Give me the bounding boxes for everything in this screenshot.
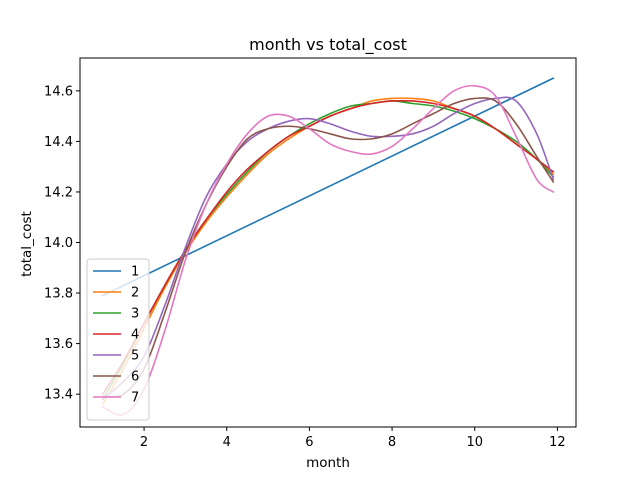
series-line-5 bbox=[101, 96, 555, 401]
y-tick-label: 14.4 bbox=[44, 135, 73, 150]
x-tick-label: 12 bbox=[549, 435, 566, 450]
y-tick-label: 13.8 bbox=[44, 287, 73, 302]
legend-box bbox=[86, 258, 150, 421]
y-axis: 13.4 13.6 13.8 14.0 14.2 14.4 14.6 bbox=[44, 84, 80, 403]
legend-label-2: 2 bbox=[131, 286, 139, 301]
y-tick-label: 14.0 bbox=[44, 236, 73, 251]
x-tick-label: 2 bbox=[140, 435, 148, 450]
x-tick-label: 10 bbox=[466, 435, 483, 450]
x-tick-label: 8 bbox=[388, 435, 396, 450]
y-axis-label: total_cost bbox=[19, 211, 35, 277]
series-layer bbox=[101, 77, 555, 416]
y-tick-label: 13.6 bbox=[44, 337, 73, 352]
series-line-2 bbox=[101, 97, 555, 406]
series-line-7 bbox=[101, 84, 555, 416]
series-line-6 bbox=[101, 97, 555, 398]
x-tick-label: 6 bbox=[305, 435, 313, 450]
legend-label-4: 4 bbox=[131, 328, 139, 343]
x-axis: 2 4 6 8 10 12 bbox=[140, 427, 566, 450]
legend-label-1: 1 bbox=[131, 265, 139, 280]
legend-label-6: 6 bbox=[131, 370, 139, 385]
plot-frame bbox=[79, 57, 577, 428]
series-line-1 bbox=[101, 77, 555, 297]
y-tick-label: 13.4 bbox=[44, 388, 73, 403]
series-line-3 bbox=[101, 100, 555, 401]
y-tick-label: 14.6 bbox=[44, 84, 73, 99]
legend-label-5: 5 bbox=[131, 349, 139, 364]
x-axis-label: month bbox=[306, 455, 350, 471]
chart-title: month vs total_cost bbox=[249, 35, 407, 55]
series-line-4 bbox=[101, 99, 555, 396]
legend-label-7: 7 bbox=[131, 391, 139, 406]
legend-label-3: 3 bbox=[131, 307, 139, 322]
y-tick-label: 14.2 bbox=[44, 185, 73, 200]
legend: 1 2 3 4 5 6 7 bbox=[86, 258, 150, 421]
x-tick-label: 4 bbox=[223, 435, 231, 450]
